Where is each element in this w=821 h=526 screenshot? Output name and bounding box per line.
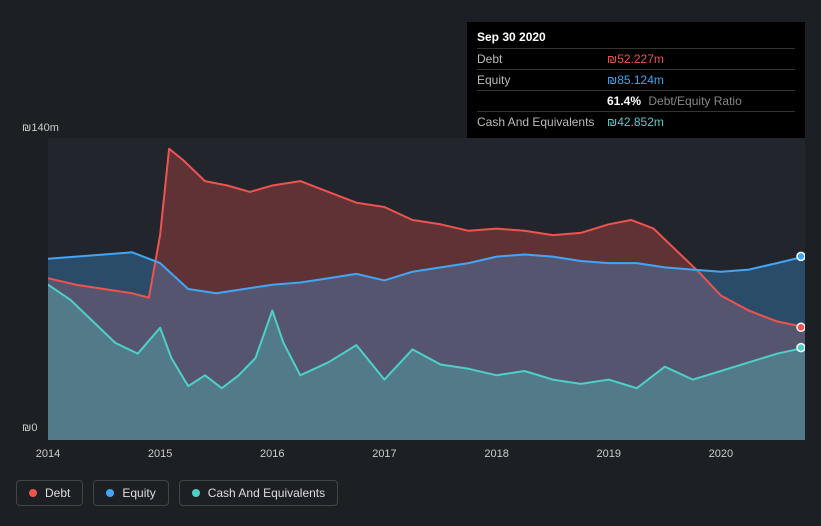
x-axis-tick: 2016 — [260, 448, 284, 460]
legend-item-equity[interactable]: Equity — [93, 480, 168, 506]
chart-container: ₪140m ₪0 2014 2015 2016 2017 2018 2019 2020 — [16, 120, 805, 460]
legend-item-cash[interactable]: Cash And Equivalents — [179, 480, 338, 506]
tooltip-date: Sep 30 2020 — [477, 30, 795, 48]
legend-label: Debt — [45, 486, 70, 500]
x-axis-tick: 2020 — [709, 448, 733, 460]
x-axis-tick: 2019 — [596, 448, 620, 460]
tooltip-value-debt: ₪52.227m — [607, 52, 664, 66]
tooltip-label-debt: Debt — [477, 52, 607, 66]
tooltip-row-equity: Equity ₪85.124m — [477, 69, 795, 90]
x-axis-tick: 2017 — [372, 448, 396, 460]
tooltip-label-equity: Equity — [477, 73, 607, 87]
chart-svg — [48, 138, 805, 440]
y-axis-label-min: ₪0 — [22, 422, 37, 434]
series-end-marker-debt — [797, 323, 805, 331]
x-axis-tick: 2018 — [484, 448, 508, 460]
x-axis-tick: 2014 — [36, 448, 60, 460]
series-end-marker-cash — [797, 344, 805, 352]
legend-dot-icon — [29, 489, 37, 497]
legend-label: Equity — [122, 486, 155, 500]
tooltip-label-ratio — [477, 94, 607, 108]
tooltip-row-debt: Debt ₪52.227m — [477, 48, 795, 69]
tooltip-ratio-label: Debt/Equity Ratio — [648, 94, 741, 108]
legend-item-debt[interactable]: Debt — [16, 480, 83, 506]
y-axis-label-max: ₪140m — [22, 122, 59, 134]
series-end-marker-equity — [797, 252, 805, 260]
tooltip-ratio: 61.4% Debt/Equity Ratio — [607, 94, 742, 108]
tooltip-row-ratio: 61.4% Debt/Equity Ratio — [477, 90, 795, 111]
chart-plot-area[interactable] — [48, 138, 805, 440]
legend-dot-icon — [106, 489, 114, 497]
chart-legend: Debt Equity Cash And Equivalents — [16, 480, 338, 506]
x-axis: 2014201520162017201820192020 — [48, 448, 805, 468]
tooltip-value-equity: ₪85.124m — [607, 73, 664, 87]
x-axis-tick: 2015 — [148, 448, 172, 460]
legend-label: Cash And Equivalents — [208, 486, 325, 500]
tooltip-ratio-pct: 61.4% — [607, 94, 641, 108]
legend-dot-icon — [192, 489, 200, 497]
